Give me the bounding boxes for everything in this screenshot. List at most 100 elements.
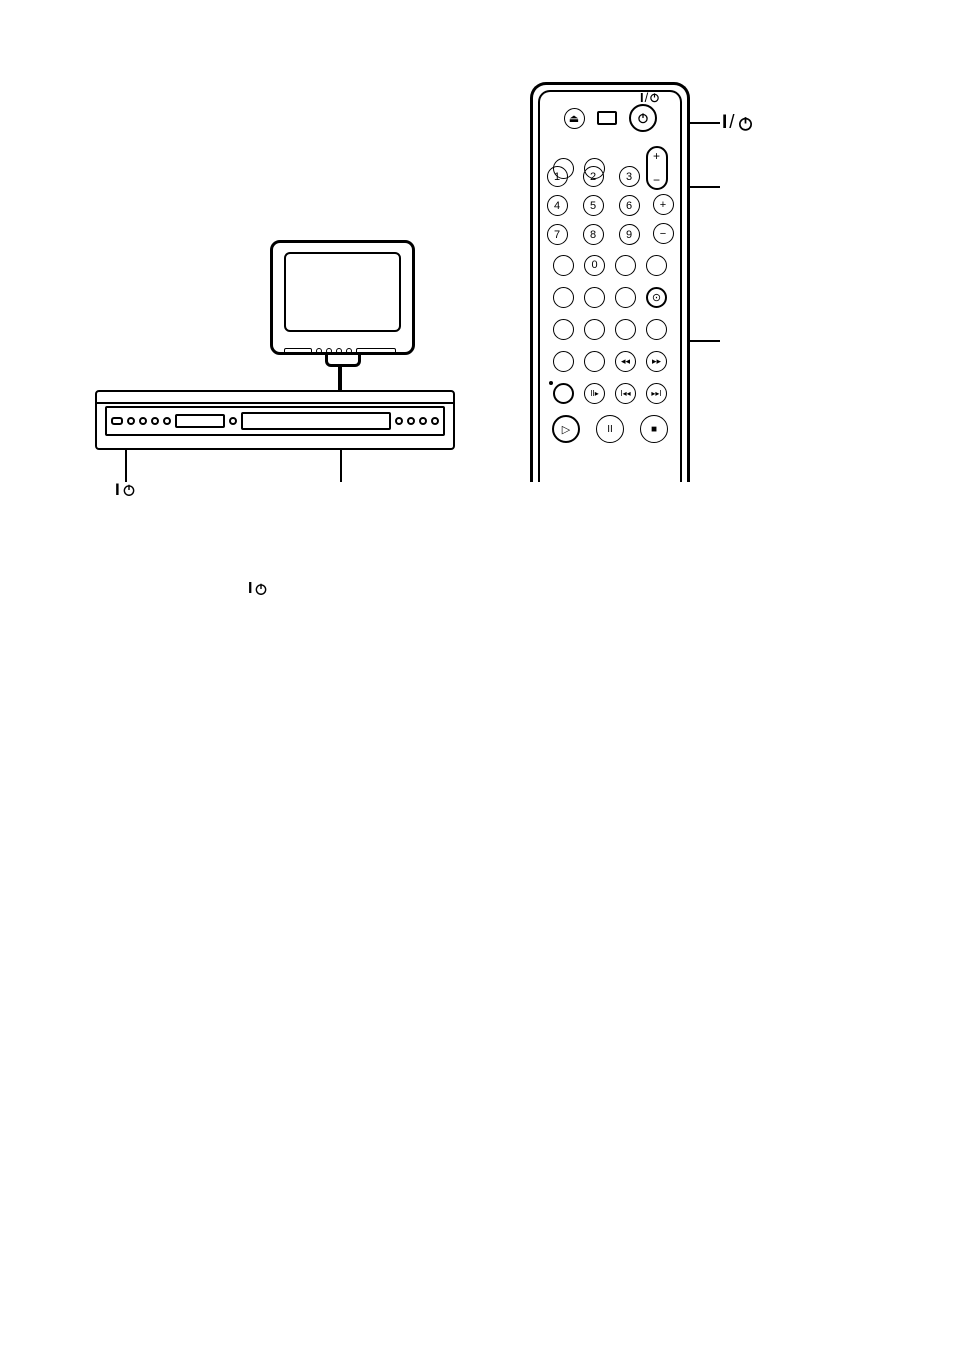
digit-label: 6 — [626, 200, 632, 212]
tv-stand — [325, 353, 361, 367]
pause-btn[interactable]: II — [596, 415, 624, 443]
remote-face: ⏏ + − — [538, 90, 682, 482]
num-3-btn[interactable]: 3 — [619, 166, 640, 187]
num-4-btn[interactable]: 4 — [547, 195, 568, 216]
rec-dot-icon — [549, 381, 553, 385]
input-select-btn[interactable]: ⊙ — [646, 287, 667, 308]
digit-label: 7 — [554, 229, 560, 241]
remote-btn[interactable] — [553, 255, 574, 276]
eject-btn[interactable]: ⏏ — [564, 108, 585, 129]
digit-label: 3 — [626, 171, 632, 183]
next-btn[interactable]: ▸▸I — [646, 383, 667, 404]
num-1-btn[interactable]: 1 — [547, 166, 568, 187]
num-2-btn[interactable]: 2 — [583, 166, 604, 187]
digit-label: 2 — [590, 171, 596, 183]
vol-plus-btn[interactable]: + — [653, 194, 674, 215]
standby-icon — [254, 582, 268, 596]
power-text: I — [640, 90, 644, 105]
step-icon: II▸ — [590, 389, 598, 398]
callout-leader — [690, 122, 720, 124]
remote-power-top-label: I / — [640, 90, 660, 105]
digit-label: 5 — [590, 200, 596, 212]
eject-icon: ⏏ — [569, 112, 579, 125]
callout-leader — [690, 186, 720, 188]
callout-leader — [125, 450, 127, 482]
remote-btn[interactable] — [615, 319, 636, 340]
prev-icon: I◂◂ — [620, 389, 630, 398]
digit-label: 9 — [626, 229, 632, 241]
vcr-jack — [419, 417, 427, 425]
plus-icon: + — [653, 150, 660, 162]
remote-diagram: ⏏ + − — [530, 82, 710, 482]
vcr-tray — [175, 414, 225, 428]
standby-icon — [649, 92, 660, 103]
vcr-btn — [151, 417, 159, 425]
power-btn[interactable] — [629, 104, 657, 132]
slash: / — [729, 112, 734, 134]
digit-label: 0 — [591, 259, 597, 271]
tv-btn — [316, 348, 322, 354]
callout-leader — [690, 340, 720, 342]
ff-icon: ▸▸ — [652, 356, 661, 367]
num-5-btn[interactable]: 5 — [583, 195, 604, 216]
tv-screen — [284, 252, 401, 332]
minus-icon: − — [653, 174, 660, 186]
stop-btn[interactable]: ■ — [640, 415, 668, 443]
tv-ir-window — [284, 348, 312, 354]
vcr-btn — [127, 417, 135, 425]
num-0-btn[interactable]: 0 — [584, 255, 605, 276]
remote-btn[interactable] — [584, 351, 605, 372]
num-7-btn[interactable]: 7 — [547, 224, 568, 245]
vcr-power-btn — [111, 417, 123, 425]
rew-btn[interactable]: ◂◂ — [615, 351, 636, 372]
tv-speaker-slot — [356, 348, 396, 354]
remote-btn[interactable] — [646, 255, 667, 276]
remote-btn[interactable] — [553, 351, 574, 372]
next-icon: ▸▸I — [651, 389, 661, 398]
digit-label: 8 — [590, 229, 596, 241]
vcr-jack — [431, 417, 439, 425]
av-cable — [338, 364, 342, 390]
step-btn[interactable]: II▸ — [584, 383, 605, 404]
remote-btn[interactable] — [646, 319, 667, 340]
pause-icon: II — [607, 424, 613, 435]
tv-vcr-switch[interactable] — [597, 111, 617, 125]
ff-btn[interactable]: ▸▸ — [646, 351, 667, 372]
power-text: I — [722, 112, 727, 134]
num-9-btn[interactable]: 9 — [619, 224, 640, 245]
tv-vcr-diagram — [95, 240, 455, 500]
vcr-jack — [407, 417, 415, 425]
remote-btn[interactable] — [553, 287, 574, 308]
vcr-btn — [229, 417, 237, 425]
vcr-unit — [95, 390, 455, 450]
num-8-btn[interactable]: 8 — [583, 224, 604, 245]
remote-btn[interactable] — [615, 255, 636, 276]
rec-btn[interactable] — [553, 383, 574, 404]
standby-icon — [737, 115, 754, 132]
vcr-btn — [139, 417, 147, 425]
remote-btn[interactable] — [584, 287, 605, 308]
vcr-power-callout: I — [115, 480, 136, 500]
plus-icon: + — [660, 199, 666, 211]
remote-btn[interactable] — [584, 319, 605, 340]
remote-btn[interactable] — [615, 287, 636, 308]
power-text: I — [115, 480, 120, 500]
power-text: I — [248, 580, 252, 598]
vcr-btn — [163, 417, 171, 425]
minus-icon: − — [660, 228, 666, 240]
vcr-btn — [395, 417, 403, 425]
callout-leader — [340, 450, 342, 482]
stop-icon: ■ — [651, 424, 657, 435]
vcr-front-panel — [105, 406, 445, 436]
num-6-btn[interactable]: 6 — [619, 195, 640, 216]
vol-minus-btn[interactable]: − — [653, 223, 674, 244]
standby-icon — [122, 483, 136, 497]
digit-label: 4 — [554, 200, 560, 212]
play-btn[interactable]: ▷ — [552, 415, 580, 443]
play-icon: ▷ — [562, 423, 570, 436]
prev-btn[interactable]: I◂◂ — [615, 383, 636, 404]
remote-btn[interactable] — [553, 319, 574, 340]
inline-power-symbol: I — [248, 580, 268, 598]
prog-updown[interactable]: + − — [646, 146, 668, 190]
rew-icon: ◂◂ — [621, 356, 630, 367]
